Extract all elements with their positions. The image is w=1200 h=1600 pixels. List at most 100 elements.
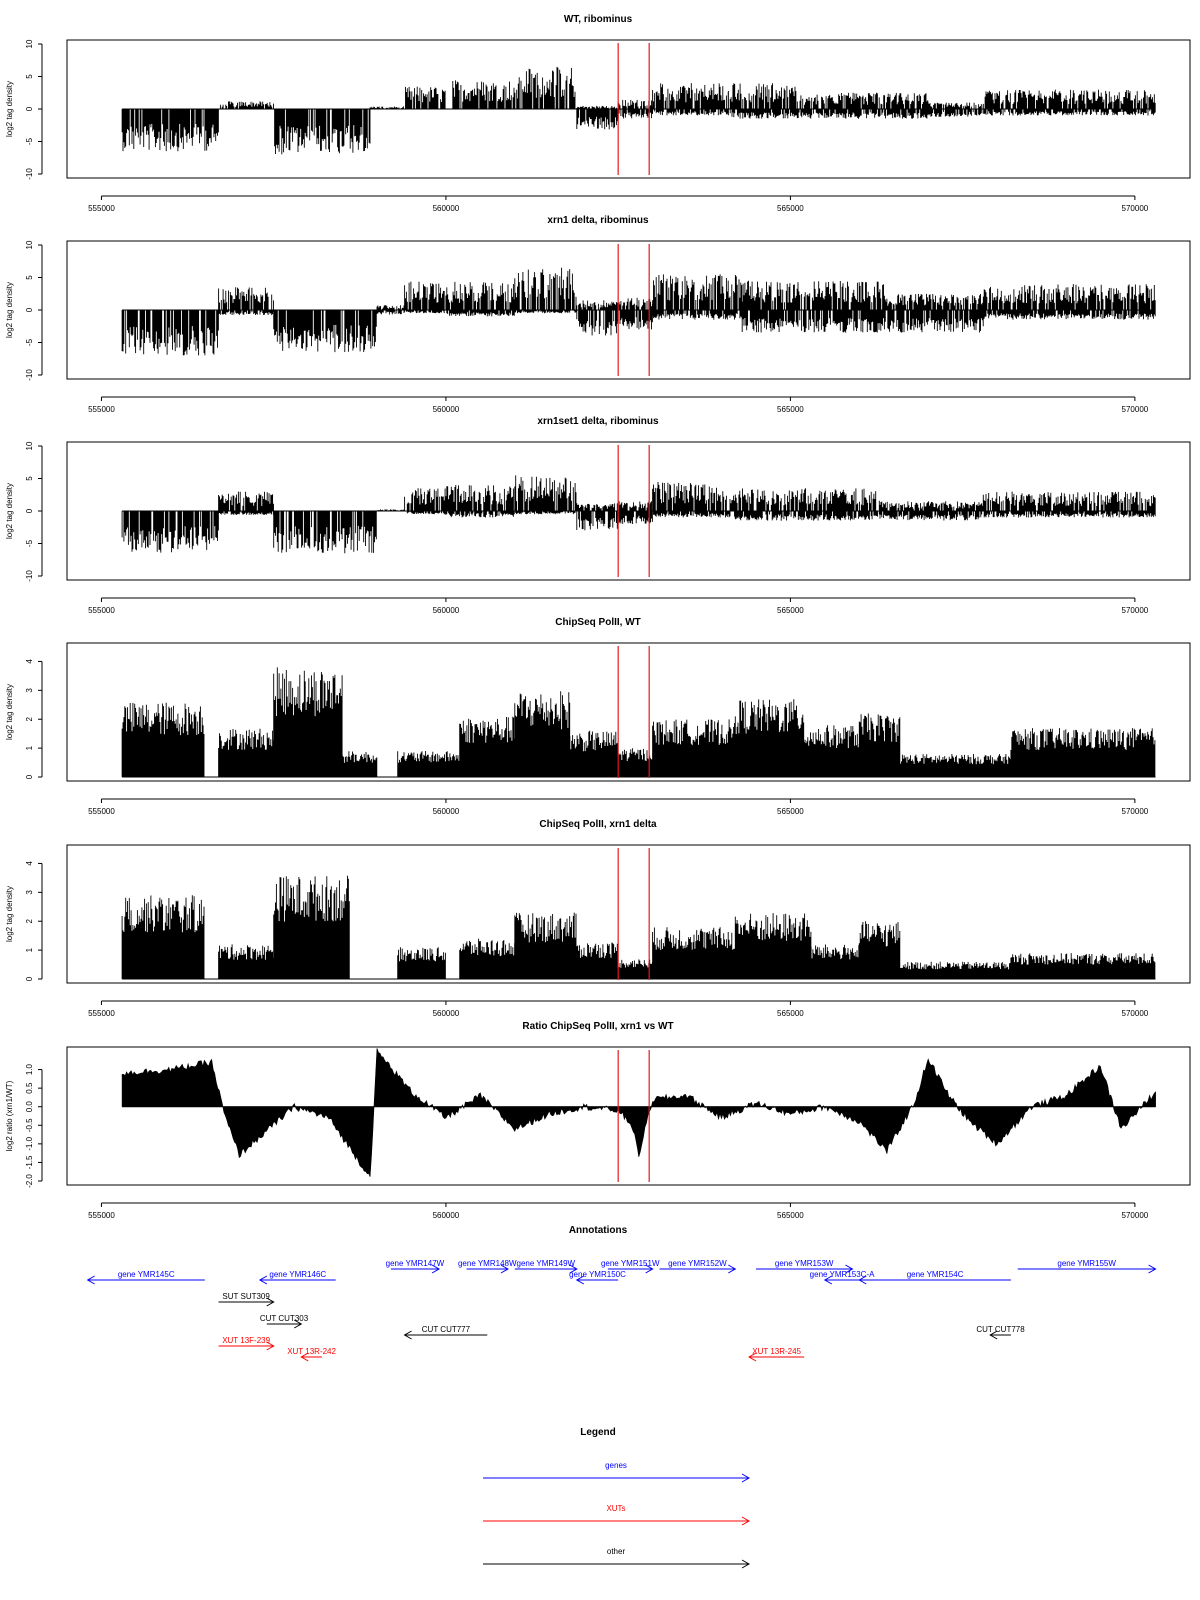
y-tick-label: 1 xyxy=(25,947,34,952)
x-tick-label: 565000 xyxy=(777,1009,804,1018)
y-tick-label: 0 xyxy=(25,106,34,111)
annotation-feature: gene YMR151W xyxy=(601,1259,660,1274)
strand-arrowhead xyxy=(266,1341,275,1351)
x-tick-label: 570000 xyxy=(1122,1009,1149,1018)
y-tick-label: -10 xyxy=(25,570,34,582)
x-tick-label: 555000 xyxy=(88,204,115,213)
x-tick-label: 560000 xyxy=(433,405,460,414)
annotation-feature: gene YMR147W xyxy=(386,1259,445,1274)
annotation-feature: gene YMR145C xyxy=(86,1270,205,1285)
y-axis-label: log2 tag density xyxy=(5,886,14,942)
x-tick-label: 570000 xyxy=(1122,1211,1149,1220)
annotation-feature: gene YMR155W xyxy=(1017,1259,1157,1274)
strand-arrowhead xyxy=(258,1275,268,1285)
signal-bar xyxy=(121,267,1156,356)
y-tick-label: 5 xyxy=(25,74,34,79)
legend-item: other xyxy=(483,1547,751,1569)
y-axis-label: log2 ratio (xrn1/WT) xyxy=(5,1080,14,1151)
annotation-feature: XUT 13F-239 xyxy=(218,1336,275,1351)
x-tick-label: 555000 xyxy=(88,1009,115,1018)
strand-arrowhead xyxy=(575,1275,585,1285)
panel-title: WT, ribominus xyxy=(564,14,633,25)
y-axis-label: log2 tag density xyxy=(5,684,14,740)
annotation-feature: XUT 13R-242 xyxy=(287,1347,337,1362)
panel-title: ChipSeq PolII, WT xyxy=(555,617,641,628)
strand-arrowhead xyxy=(569,1264,578,1274)
x-tick-label: 560000 xyxy=(433,807,460,816)
feature-label: gene YMR150C xyxy=(569,1270,626,1279)
panel-title: Ratio ChipSeq PolII, xrn1 vs WT xyxy=(522,1021,673,1032)
y-tick-label: 0.5 xyxy=(25,1082,34,1094)
strand-arrowhead xyxy=(300,1352,309,1362)
feature-label: CUT CUT777 xyxy=(422,1325,471,1334)
strand-arrowhead xyxy=(403,1330,412,1340)
x-tick-label: 570000 xyxy=(1122,405,1149,414)
y-tick-label: 10 xyxy=(25,39,34,48)
strand-arrowhead xyxy=(823,1275,833,1285)
x-tick-label: 565000 xyxy=(777,405,804,414)
feature-label: gene YMR148W xyxy=(458,1259,517,1268)
plot-frame xyxy=(66,39,1191,179)
x-tick-label: 570000 xyxy=(1122,606,1149,615)
x-tick-label: 565000 xyxy=(777,807,804,816)
legend-label: genes xyxy=(605,1461,627,1470)
y-axis-label: log2 tag density xyxy=(5,282,14,338)
y-tick-label: 1.0 xyxy=(25,1063,34,1075)
feature-label: gene YMR145C xyxy=(118,1270,175,1279)
feature-label: gene YMR155W xyxy=(1057,1259,1116,1268)
x-tick-label: 565000 xyxy=(777,606,804,615)
feature-label: XUT 13R-245 xyxy=(752,1347,801,1356)
y-axis-label: log2 tag density xyxy=(5,483,14,539)
panel-title: ChipSeq PolII, xrn1 delta xyxy=(539,819,657,830)
signal-bars xyxy=(121,66,1156,155)
y-axis-label: log2 tag density xyxy=(5,81,14,137)
annotations-title: Annotations xyxy=(569,1225,628,1236)
track-panel: xrn1set1 delta, ribominus log2 tag densit… xyxy=(5,416,1191,615)
annotation-feature: XUT 13R-245 xyxy=(748,1347,805,1362)
signal-bar xyxy=(121,475,1156,554)
strand-arrowhead xyxy=(500,1264,509,1274)
y-tick-label: 0 xyxy=(25,508,34,513)
strand-arrowhead xyxy=(989,1330,998,1340)
y-tick-label: 5 xyxy=(25,476,34,481)
ratio-area xyxy=(121,1048,1156,1177)
plot-frame xyxy=(66,240,1191,380)
y-tick-label: 2 xyxy=(25,918,34,923)
legend-label: XUTs xyxy=(606,1504,625,1513)
feature-label: CUT CUT303 xyxy=(260,1314,309,1323)
annotation-feature: gene YMR149W xyxy=(514,1259,578,1274)
feature-label: gene YMR149W xyxy=(517,1259,576,1268)
y-tick-label: 4 xyxy=(25,861,34,866)
strand-arrowhead xyxy=(293,1319,303,1329)
y-tick-label: 3 xyxy=(25,890,34,895)
x-tick-label: 555000 xyxy=(88,606,115,615)
x-tick-label: 560000 xyxy=(433,606,460,615)
y-tick-label: -5 xyxy=(25,338,34,346)
strand-arrowhead xyxy=(858,1275,867,1285)
y-tick-label: 10 xyxy=(25,441,34,450)
signal-bar xyxy=(121,667,1156,777)
legend-label: other xyxy=(607,1547,626,1556)
track-panel: WT, ribominus log2 tag density -10 -5 0 5 10 55… xyxy=(5,14,1191,213)
y-tick-label: -10 xyxy=(25,369,34,381)
feature-label: gene YMR153C-A xyxy=(810,1270,875,1279)
y-tick-label: 10 xyxy=(25,240,34,249)
y-tick-label: 2 xyxy=(25,716,34,721)
signal-bars xyxy=(121,1048,1156,1177)
strand-arrowhead xyxy=(645,1264,654,1274)
x-tick-label: 560000 xyxy=(433,1211,460,1220)
y-tick-label: 3 xyxy=(25,688,34,693)
plot-frame xyxy=(66,441,1191,581)
plot-frame xyxy=(66,844,1191,984)
strand-arrowhead xyxy=(431,1264,441,1274)
y-tick-label: -5 xyxy=(25,137,34,145)
annotation-feature: SUT SUT309 xyxy=(218,1292,275,1307)
plot-frame xyxy=(66,1046,1191,1186)
plot-frame xyxy=(66,642,1191,782)
feature-label: CUT CUT778 xyxy=(976,1325,1025,1334)
feature-label: XUT 13R-242 xyxy=(287,1347,336,1356)
x-tick-label: 555000 xyxy=(88,807,115,816)
track-panel: ChipSeq PolII, WT log2 tag density 0 1 2 3 4 55… xyxy=(5,617,1191,816)
